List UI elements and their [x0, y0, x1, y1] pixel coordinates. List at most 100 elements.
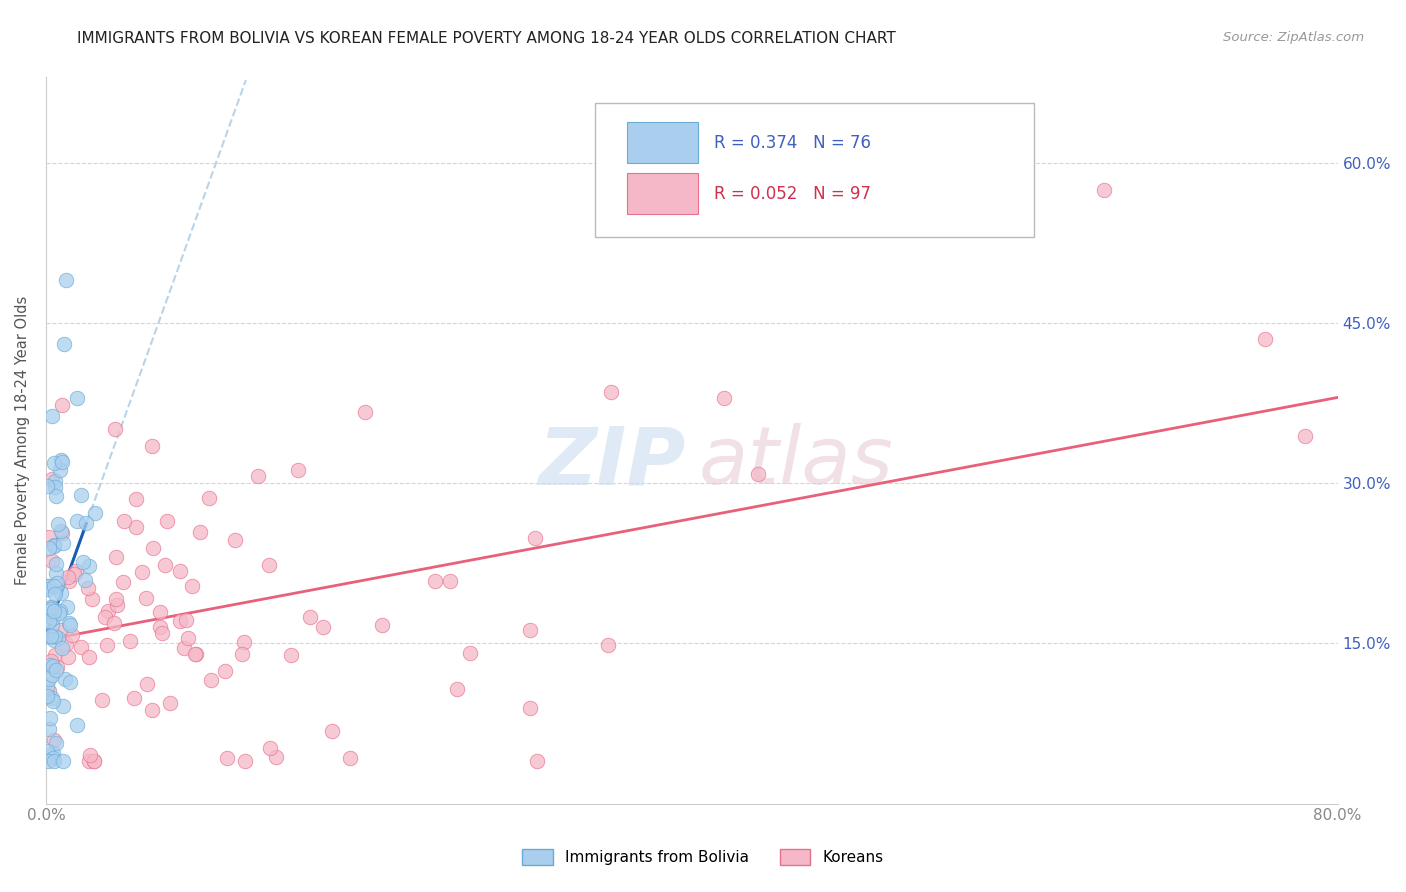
- Point: [39, 654, 62, 668]
- Point: [41, 667, 63, 681]
- Point: [519, 701, 541, 715]
- Point: [181, 579, 204, 593]
- Point: [37, 690, 59, 704]
- Point: [125, 520, 148, 534]
- Point: [169, 614, 191, 628]
- Point: [149, 605, 172, 619]
- Bar: [627, 173, 699, 214]
- Point: [77, 581, 100, 595]
- Point: [231, 647, 253, 661]
- Point: [141, 703, 163, 717]
- Point: [62, 628, 84, 642]
- Point: [1294, 428, 1316, 442]
- Point: [135, 591, 157, 605]
- Point: [79, 650, 101, 665]
- Point: [49, 623, 72, 637]
- Point: [35, 579, 58, 593]
- Point: [200, 673, 222, 688]
- Point: [41, 554, 63, 568]
- Point: [600, 385, 623, 400]
- Point: [235, 754, 257, 768]
- Point: [103, 616, 125, 631]
- Point: [59, 675, 82, 690]
- Point: [423, 574, 446, 589]
- Point: [52, 698, 75, 713]
- Point: [232, 634, 254, 648]
- Point: [41, 472, 63, 486]
- Point: [52, 754, 75, 768]
- Point: [353, 405, 375, 419]
- Point: [38, 530, 60, 544]
- Point: [596, 638, 619, 652]
- Text: atlas: atlas: [699, 424, 893, 501]
- Point: [39, 630, 62, 644]
- Point: [79, 747, 101, 762]
- Point: [49, 524, 72, 538]
- Point: [339, 750, 361, 764]
- Point: [65, 514, 87, 528]
- Point: [41, 691, 63, 706]
- Point: [35, 680, 58, 694]
- Legend: Immigrants from Bolivia, Koreans: Immigrants from Bolivia, Koreans: [516, 843, 890, 871]
- Point: [131, 565, 153, 579]
- Point: [217, 750, 239, 764]
- Point: [176, 613, 198, 627]
- Point: [59, 618, 82, 632]
- Point: [1254, 332, 1277, 346]
- FancyBboxPatch shape: [595, 103, 1033, 237]
- Point: [247, 468, 270, 483]
- Point: [44, 587, 66, 601]
- Point: [224, 533, 246, 547]
- Point: [44, 474, 66, 488]
- Point: [51, 455, 73, 469]
- Point: [747, 467, 769, 482]
- Point: [35, 479, 58, 493]
- Point: [73, 573, 96, 587]
- Point: [49, 452, 72, 467]
- Point: [1092, 183, 1115, 197]
- Point: [77, 754, 100, 768]
- Point: [94, 610, 117, 624]
- Point: [97, 604, 120, 618]
- Point: [184, 647, 207, 661]
- Point: [104, 422, 127, 436]
- Point: [49, 604, 72, 618]
- Point: [142, 541, 165, 555]
- Point: [214, 665, 236, 679]
- Point: [39, 658, 62, 673]
- Point: [42, 579, 65, 593]
- Point: [35, 604, 58, 618]
- Point: [446, 682, 468, 697]
- Point: [55, 273, 77, 287]
- Point: [66, 718, 89, 732]
- Text: R = 0.052   N = 97: R = 0.052 N = 97: [714, 185, 870, 202]
- Point: [519, 624, 541, 638]
- Point: [51, 398, 73, 412]
- Point: [44, 539, 66, 553]
- Point: [713, 391, 735, 405]
- Point: [122, 690, 145, 705]
- Point: [257, 558, 280, 573]
- Point: [105, 549, 128, 564]
- Point: [42, 456, 65, 470]
- Point: [35, 744, 58, 758]
- Point: [371, 618, 394, 632]
- Point: [51, 526, 73, 541]
- Point: [141, 439, 163, 453]
- Point: [42, 732, 65, 747]
- Point: [48, 606, 70, 620]
- Point: [42, 632, 65, 647]
- Point: [188, 524, 211, 539]
- Point: [90, 693, 112, 707]
- Point: [44, 663, 66, 677]
- Point: [298, 610, 321, 624]
- Text: ZIP: ZIP: [538, 424, 685, 501]
- Point: [42, 538, 65, 552]
- Point: [39, 602, 62, 616]
- Point: [51, 640, 73, 655]
- Point: [112, 574, 135, 589]
- Point: [41, 599, 63, 614]
- Point: [55, 637, 77, 651]
- Point: [72, 555, 94, 569]
- Point: [173, 640, 195, 655]
